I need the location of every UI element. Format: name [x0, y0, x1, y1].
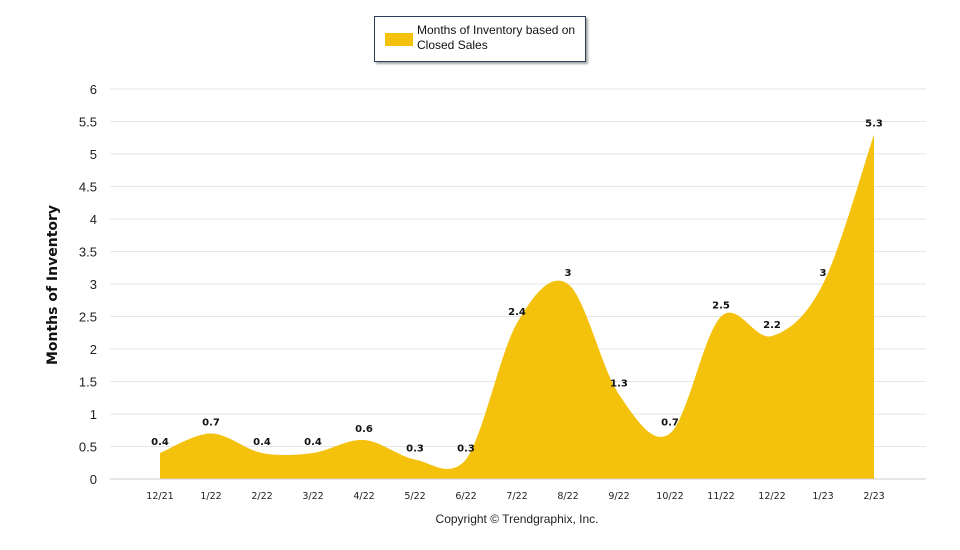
copyright-text: Copyright © Trendgraphix, Inc.	[435, 512, 599, 526]
y-tick-label: 4	[90, 212, 97, 227]
data-label: 0.7	[202, 418, 220, 429]
legend: Months of Inventory based on Closed Sale…	[374, 16, 586, 62]
x-tick-label: 4/22	[353, 491, 374, 502]
x-tick-label: 11/22	[707, 491, 734, 502]
data-label: 3	[565, 268, 572, 279]
data-label: 0.3	[406, 444, 424, 455]
x-tick-label: 2/23	[863, 491, 884, 502]
x-tick-label: 8/22	[557, 491, 578, 502]
data-label: 0.7	[661, 418, 679, 429]
x-tick-label: 3/22	[302, 491, 323, 502]
x-tick-label: 10/22	[656, 491, 683, 502]
y-tick-label: 0.5	[79, 440, 97, 455]
y-tick-label: 1	[90, 407, 97, 422]
data-label: 2.2	[763, 320, 781, 331]
series-area	[160, 134, 874, 479]
data-label: 2.4	[508, 307, 526, 318]
x-axis: 12/21 1/22 2/22 3/22 4/22 5/22 6/22 7/22 8/22 9/2…	[110, 478, 926, 502]
x-tick-label: 9/22	[608, 491, 629, 502]
data-label: 0.4	[253, 437, 271, 448]
y-axis-ticks: 0 0.5 1 1.5 2 2.5 3 3.5 4 4.5 5 5.5 6	[79, 82, 97, 487]
y-tick-label: 3	[90, 277, 97, 292]
x-tick-label: 1/22	[200, 491, 221, 502]
data-label: 3	[820, 268, 827, 279]
grid-lines	[110, 88, 926, 447]
x-tick-label: 12/22	[758, 491, 785, 502]
data-label: 0.4	[304, 437, 322, 448]
legend-swatch	[385, 33, 413, 46]
y-tick-label: 4.5	[79, 180, 97, 195]
data-label: 0.3	[457, 444, 475, 455]
y-tick-label: 5	[90, 147, 97, 162]
y-tick-label: 5.5	[79, 115, 97, 130]
y-tick-label: 2	[90, 342, 97, 357]
x-tick-label: 7/22	[506, 491, 527, 502]
x-tick-label: 1/23	[812, 491, 833, 502]
x-tick-label: 2/22	[251, 491, 272, 502]
x-tick-label: 12/21	[146, 491, 173, 502]
y-tick-label: 6	[90, 82, 97, 97]
data-labels: 0.4 0.7 0.4 0.4 0.6 0.3 0.3 2.4 3 1.3 0.7 2.5 2.2 3 5.…	[151, 119, 883, 455]
y-tick-label: 1.5	[79, 375, 97, 390]
y-tick-label: 2.5	[79, 310, 97, 325]
data-label: 1.3	[610, 379, 628, 390]
x-tick-label: 5/22	[404, 491, 425, 502]
y-tick-label: 0	[90, 472, 97, 487]
y-tick-label: 3.5	[79, 245, 97, 260]
data-label: 5.3	[865, 119, 883, 130]
data-label: 2.5	[712, 301, 730, 312]
data-label: 0.4	[151, 437, 169, 448]
legend-label: Months of Inventory based on Closed Sale…	[417, 23, 576, 52]
y-axis-title: Months of Inventory	[45, 204, 61, 366]
series-area-fill	[160, 134, 874, 479]
x-tick-label: 6/22	[455, 491, 476, 502]
data-label: 0.6	[355, 424, 373, 435]
